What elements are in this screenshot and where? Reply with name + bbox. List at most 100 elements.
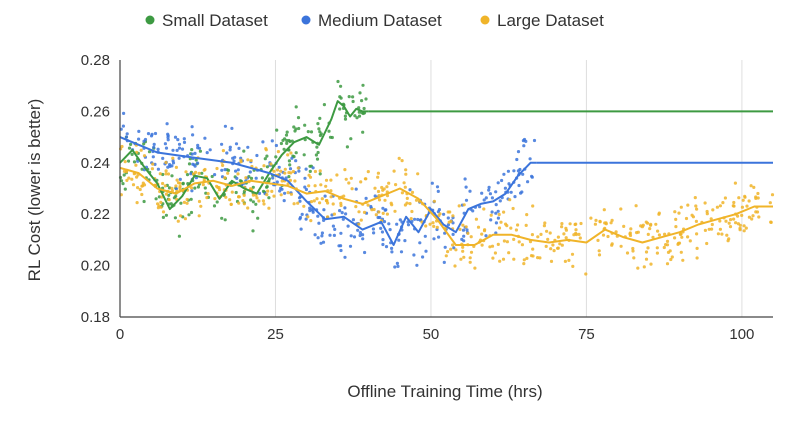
medium-dataset-point (278, 189, 282, 193)
large-dataset-point (201, 183, 205, 187)
medium-dataset-point (220, 168, 224, 172)
medium-dataset-point (494, 190, 498, 194)
large-dataset-point (183, 217, 187, 221)
large-dataset-point (740, 213, 744, 217)
large-dataset-point (432, 224, 436, 228)
x-tick-label: 50 (423, 326, 440, 343)
x-tick-label: 25 (267, 326, 284, 343)
medium-dataset-point (275, 180, 279, 184)
small-dataset-point (142, 142, 146, 146)
large-dataset-point (291, 169, 295, 174)
large-dataset-point (468, 260, 472, 264)
medium-dataset-point (399, 250, 404, 254)
large-dataset-point (394, 183, 398, 187)
large-dataset-point (164, 172, 168, 176)
small-dataset-point (315, 157, 320, 161)
large-dataset-point (461, 245, 465, 249)
medium-dataset-point (177, 142, 182, 146)
medium-dataset-point (190, 125, 194, 129)
large-dataset-point (270, 189, 274, 193)
large-dataset-point (318, 201, 322, 205)
large-dataset-point (335, 173, 339, 177)
large-dataset-point (718, 227, 723, 231)
large-dataset-point (324, 199, 328, 203)
small-dataset-point (288, 163, 292, 167)
small-dataset-point (215, 200, 219, 204)
large-dataset-point (524, 223, 528, 227)
large-dataset-point (546, 237, 550, 241)
large-dataset-point (656, 229, 660, 233)
large-dataset-point (622, 224, 626, 228)
small-dataset-point (249, 176, 254, 180)
large-dataset-point (156, 206, 160, 210)
large-dataset-point (242, 193, 246, 197)
medium-dataset-point (234, 142, 239, 146)
large-dataset-point (444, 254, 448, 258)
large-dataset-point (237, 201, 241, 205)
medium-dataset-point (341, 217, 345, 221)
large-dataset-point (551, 243, 555, 247)
large-dataset-point (732, 217, 736, 221)
large-dataset-point (539, 232, 543, 236)
small-dataset-point (242, 149, 246, 153)
large-dataset-point (720, 232, 724, 236)
large-dataset-point (725, 233, 729, 237)
small-dataset-point (154, 197, 158, 201)
large-dataset-point (747, 199, 751, 203)
large-dataset-point (380, 185, 384, 190)
large-dataset-point (721, 201, 725, 205)
medium-dataset-point (517, 183, 521, 188)
medium-dataset-point (363, 250, 367, 255)
medium-dataset-point (494, 231, 498, 235)
large-dataset-point (275, 168, 280, 172)
large-dataset-point (664, 243, 668, 247)
large-dataset-point (262, 202, 266, 206)
medium-dataset-point (463, 177, 467, 181)
large-dataset-point (387, 181, 391, 185)
large-dataset-point (308, 175, 313, 179)
large-dataset-point (756, 191, 760, 196)
medium-dataset-point (478, 205, 482, 209)
large-dataset-point (593, 222, 598, 226)
large-dataset-point (610, 218, 614, 222)
medium-dataset-point (182, 140, 187, 144)
large-dataset-point (159, 200, 163, 204)
medium-dataset-point (462, 234, 466, 238)
medium-dataset-point (232, 159, 236, 163)
large-dataset-point (230, 190, 234, 194)
large-dataset-point (522, 262, 526, 266)
large-dataset-point (229, 202, 233, 206)
medium-dataset-point (343, 206, 347, 210)
medium-dataset-point (421, 255, 425, 259)
large-dataset-point (693, 196, 697, 200)
large-dataset-point (646, 232, 650, 236)
large-dataset-point (451, 243, 455, 247)
large-dataset-point (726, 239, 730, 243)
large-dataset-point (468, 256, 472, 260)
medium-dataset-point (322, 208, 326, 212)
small-dataset-point (179, 201, 183, 205)
medium-dataset-point (237, 146, 241, 150)
large-dataset-point (197, 171, 201, 175)
small-dataset-point (210, 174, 214, 179)
large-dataset-point (226, 171, 230, 175)
large-dataset-point (482, 229, 487, 233)
large-dataset-point (376, 175, 380, 179)
large-dataset-point (189, 186, 194, 190)
medium-dataset-point (513, 195, 517, 199)
medium-dataset-point (150, 132, 154, 136)
medium-dataset-point (509, 190, 513, 194)
small-dataset-point (362, 106, 366, 111)
large-dataset-point (531, 254, 535, 258)
large-dataset-point (469, 235, 473, 239)
medium-dataset-point (468, 189, 472, 193)
large-dataset-point (596, 238, 600, 242)
medium-dataset-point (124, 135, 129, 139)
large-dataset-point (677, 241, 682, 245)
scatter-points (118, 79, 775, 276)
large-dataset-point (123, 160, 127, 164)
medium-dataset-point (190, 189, 194, 193)
medium-dataset-point (446, 223, 450, 227)
large-dataset-point (710, 222, 714, 227)
large-dataset-point (636, 266, 640, 270)
